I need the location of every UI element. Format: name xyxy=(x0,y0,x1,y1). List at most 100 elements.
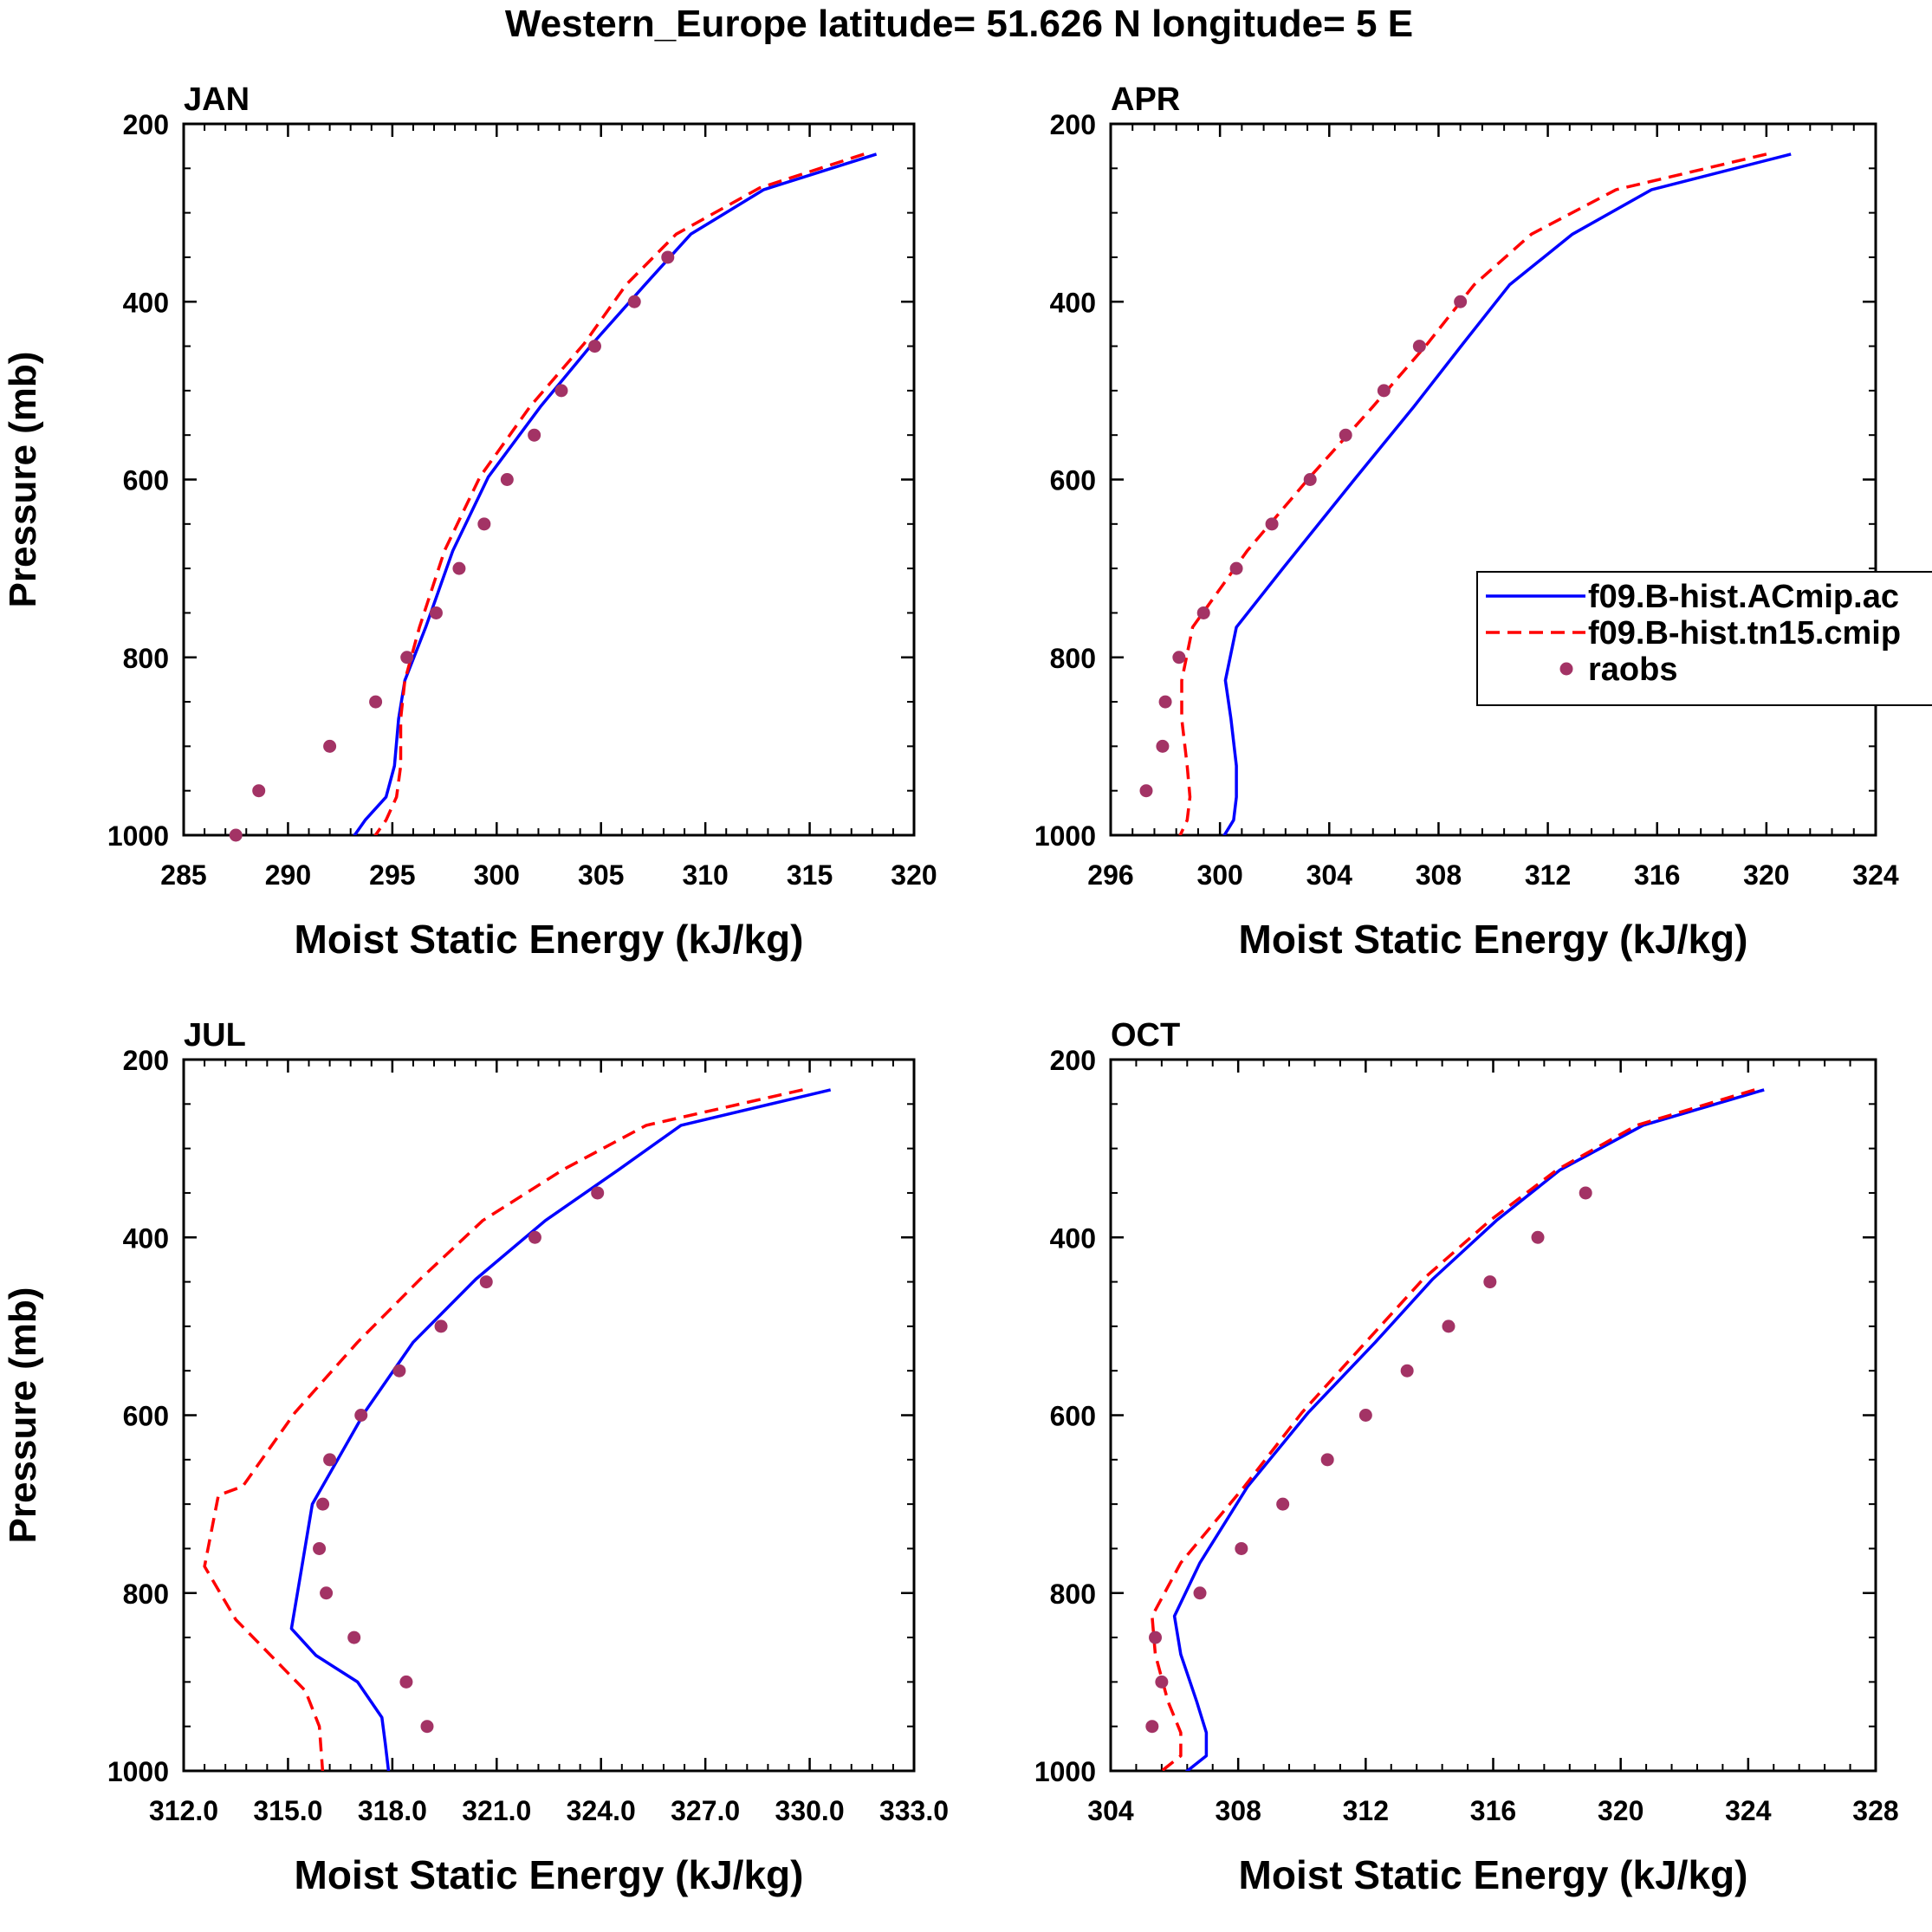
raobs-point-jul xyxy=(354,1409,368,1422)
raobs-point-jul xyxy=(392,1364,406,1378)
legend-label-dashed: f09.B-hist.tn15.cmip xyxy=(1588,615,1901,652)
raobs-point-jan xyxy=(500,473,514,486)
raobs-point-jul xyxy=(320,1586,334,1600)
y-tick-label-oct: 400 xyxy=(1050,1222,1096,1254)
raobs-point-jul xyxy=(316,1497,330,1511)
x-tick-label-apr: 324 xyxy=(1852,859,1899,891)
x-tick-label-jul: 315.0 xyxy=(253,1795,322,1826)
raobs-point-oct xyxy=(1442,1319,1455,1333)
raobs-point-jan xyxy=(452,561,466,575)
raobs-point-jul xyxy=(347,1631,361,1644)
raobs-point-jan xyxy=(627,295,641,308)
x-tick-label-jul: 318.0 xyxy=(358,1795,427,1826)
raobs-point-oct xyxy=(1235,1541,1248,1555)
x-tick-label-oct: 304 xyxy=(1087,1795,1134,1826)
x-tick-label-apr: 304 xyxy=(1306,859,1353,891)
raobs-point-apr xyxy=(1139,784,1153,798)
x-tick-label-jul: 330.0 xyxy=(775,1795,845,1826)
raobs-point-oct xyxy=(1358,1409,1372,1422)
raobs-point-apr xyxy=(1229,561,1243,575)
chart-apr: APR 296 300 304 308 312 316 320 324 200 400 600 800 1… xyxy=(1034,81,1899,962)
raobs-point-oct xyxy=(1400,1364,1414,1378)
raobs-point-oct xyxy=(1149,1631,1163,1644)
raobs-point-apr xyxy=(1377,384,1391,398)
raobs-point-apr xyxy=(1265,517,1279,531)
x-tick-label-apr: 296 xyxy=(1087,859,1133,891)
raobs-point-jul xyxy=(420,1720,434,1734)
x-tick-label-jan: 320 xyxy=(891,859,937,891)
raobs-point-oct xyxy=(1145,1720,1159,1734)
y-tick-label-jan: 600 xyxy=(123,465,169,496)
y-tick-label-jul: 400 xyxy=(123,1222,169,1254)
x-tick-label-oct: 320 xyxy=(1598,1795,1643,1826)
chart-jan: JAN 285 290 295 300 305 310 315 320 200 400 600 800 1… xyxy=(2,81,937,962)
raobs-point-jul xyxy=(313,1541,327,1555)
x-tick-label-jul: 321.0 xyxy=(462,1795,531,1826)
series-line-solid-oct xyxy=(1172,1088,1765,1771)
x-tick-label-jul: 333.0 xyxy=(879,1795,949,1826)
raobs-point-jan xyxy=(661,250,675,264)
chart-jul: JUL 312.0 315.0 318.0 321.0 324.0 327.0 330.0 33… xyxy=(2,1017,949,1897)
raobs-point-oct xyxy=(1193,1586,1207,1600)
raobs-point-apr xyxy=(1156,739,1170,753)
x-tick-label-oct: 324 xyxy=(1725,1795,1772,1826)
raobs-point-apr xyxy=(1172,651,1186,665)
x-axis-label-jan: Moist Static Energy (kJ/kg) xyxy=(295,917,804,962)
raobs-point-jul xyxy=(591,1186,605,1200)
y-tick-label-apr: 800 xyxy=(1050,643,1096,674)
raobs-point-oct xyxy=(1320,1453,1334,1467)
raobs-point-jan xyxy=(252,784,266,798)
y-tick-label-oct: 600 xyxy=(1050,1401,1096,1432)
x-tick-label-jan: 310 xyxy=(682,859,728,891)
raobs-point-apr xyxy=(1303,473,1317,486)
panel-title-jan: JAN xyxy=(184,81,250,118)
raobs-point-jul xyxy=(479,1275,493,1289)
x-axis-label-oct: Moist Static Energy (kJ/kg) xyxy=(1239,1852,1748,1897)
x-tick-label-jan: 290 xyxy=(265,859,311,891)
raobs-point-jan xyxy=(477,517,491,531)
x-tick-label-jul: 324.0 xyxy=(567,1795,636,1826)
y-tick-label-jul: 200 xyxy=(123,1045,169,1076)
y-tick-label-jul: 1000 xyxy=(107,1756,169,1787)
legend-box xyxy=(1476,571,1932,706)
series-line-solid-jan xyxy=(353,152,878,835)
x-axis-label-apr: Moist Static Energy (kJ/kg) xyxy=(1239,917,1748,962)
y-tick-label-jan: 400 xyxy=(123,287,169,318)
y-tick-label-jan: 800 xyxy=(123,643,169,674)
raobs-point-apr xyxy=(1454,295,1468,308)
y-axis-label-jan: Pressure (mb) xyxy=(2,352,44,608)
x-tick-label-jan: 295 xyxy=(369,859,415,891)
raobs-point-apr xyxy=(1196,606,1210,619)
y-tick-label-jan: 200 xyxy=(123,109,169,140)
x-tick-label-jul: 327.0 xyxy=(671,1795,740,1826)
series-line-dashed-apr xyxy=(1178,152,1767,835)
raobs-point-jan xyxy=(229,828,243,842)
y-axis-label-jul: Pressure (mb) xyxy=(2,1287,44,1544)
raobs-point-oct xyxy=(1531,1230,1545,1244)
legend-label-solid: f09.B-hist.ACmip.ac xyxy=(1588,579,1899,615)
x-tick-label-apr: 312 xyxy=(1525,859,1571,891)
raobs-point-jan xyxy=(400,651,414,665)
x-tick-label-oct: 316 xyxy=(1470,1795,1516,1826)
raobs-point-oct xyxy=(1276,1497,1290,1511)
raobs-point-jul xyxy=(528,1230,541,1244)
raobs-point-jul xyxy=(434,1319,448,1333)
legend: f09.B-hist.ACmip.acf09.B-hist.tn15.cmipr… xyxy=(1476,571,1932,706)
raobs-point-jan xyxy=(369,695,383,709)
raobs-point-apr xyxy=(1158,695,1172,709)
series-line-dashed-jul xyxy=(203,1088,803,1771)
y-tick-label-oct: 1000 xyxy=(1034,1756,1096,1787)
x-tick-label-apr: 308 xyxy=(1416,859,1462,891)
legend-marker-marker xyxy=(1559,662,1573,676)
plot-frame-jul xyxy=(182,1058,916,1773)
y-tick-label-jul: 800 xyxy=(123,1579,169,1610)
y-tick-label-apr: 600 xyxy=(1050,465,1096,496)
raobs-point-apr xyxy=(1339,428,1352,442)
raobs-point-oct xyxy=(1155,1675,1169,1689)
series-line-solid-jul xyxy=(289,1088,832,1771)
y-tick-label-jan: 1000 xyxy=(107,820,169,852)
y-tick-label-apr: 200 xyxy=(1050,109,1096,140)
raobs-point-jan xyxy=(587,340,601,353)
y-tick-label-oct: 200 xyxy=(1050,1045,1096,1076)
